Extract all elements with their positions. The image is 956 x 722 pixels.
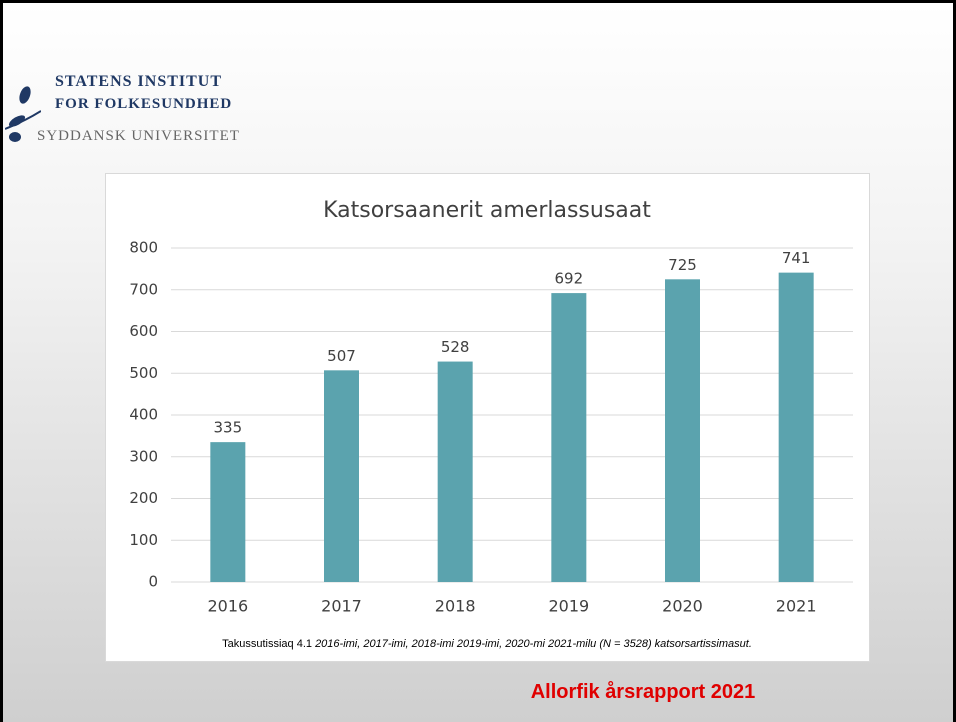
y-tick-label: 400 <box>129 406 158 424</box>
data-label: 692 <box>555 270 584 288</box>
x-tick-label: 2020 <box>662 597 703 616</box>
x-tick-label: 2019 <box>548 597 589 616</box>
data-label: 725 <box>668 256 697 274</box>
logo-icon <box>5 86 41 142</box>
data-label: 335 <box>214 419 243 437</box>
chart-title: Katsorsaanerit amerlassusaat <box>323 198 651 223</box>
x-tick-label: 2017 <box>321 597 362 616</box>
footer: Allorfik årsrapport 2021 <box>530 681 756 703</box>
bar <box>778 272 814 582</box>
caption-label: Takussutissiaq 4.1 <box>222 638 312 650</box>
logo-line: SYDDANSK UNIVERSITET <box>37 128 240 144</box>
bar <box>437 361 473 582</box>
chart-box: Katsorsaanerit amerlassusaat Takussutiss… <box>105 173 870 662</box>
bar <box>324 370 359 582</box>
chart: Katsorsaanerit amerlassusaat Takussutiss… <box>129 198 853 650</box>
x-tick-label: 2016 <box>207 597 248 616</box>
logo-line: STATENS INSTITUT <box>55 73 223 90</box>
data-label: 528 <box>441 338 470 356</box>
y-tick-label: 700 <box>129 280 158 298</box>
x-tick-label: 2018 <box>435 597 476 616</box>
bar <box>665 279 700 582</box>
y-tick-label: 500 <box>129 364 158 382</box>
caption-text: 2016-imi, 2017-imi, 2018-imi 2019-imi, 2… <box>314 638 752 650</box>
y-tick-label: 100 <box>129 531 158 549</box>
y-tick-label: 300 <box>129 447 158 465</box>
y-tick-label: 800 <box>129 239 158 257</box>
caption: Takussutissiaq 4.1 2016-imi, 2017-imi, 2… <box>222 638 752 650</box>
data-label: 507 <box>327 347 356 365</box>
y-tick-label: 600 <box>129 322 158 340</box>
y-tick-label: 200 <box>129 489 158 507</box>
logo-line: FOR FOLKESUNDHED <box>55 96 233 112</box>
x-tick-label: 2021 <box>776 597 817 616</box>
bar <box>551 293 587 582</box>
y-tick-label: 0 <box>148 573 158 591</box>
data-label: 741 <box>782 249 811 267</box>
bar <box>210 442 246 582</box>
